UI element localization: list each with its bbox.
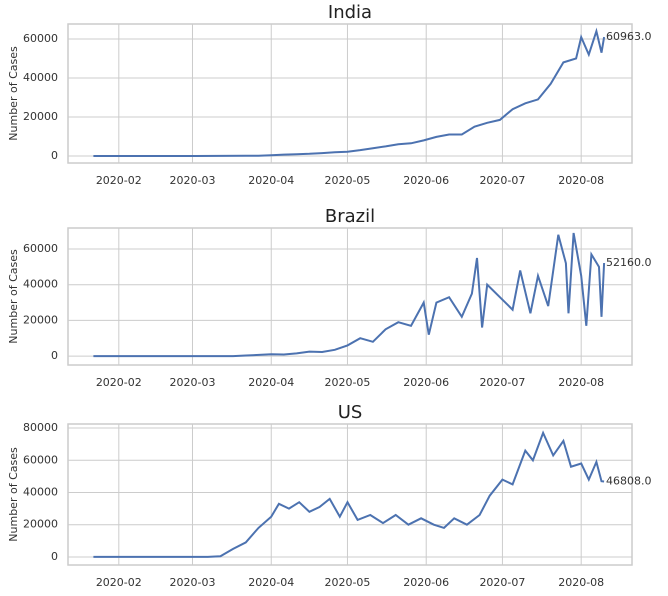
x-tick-label: 2020-07 [479,376,525,389]
y-tick-label: 40000 [23,71,58,84]
chart-title: US [338,402,363,423]
x-tick-label: 2020-06 [403,376,449,389]
y-tick-label: 60000 [23,32,58,45]
x-tick-label: 2020-02 [96,576,142,589]
y-tick-label: 80000 [23,421,58,434]
y-tick-label: 60000 [23,242,58,255]
x-tick-label: 2020-02 [96,174,142,187]
x-tick-label: 2020-03 [170,376,216,389]
data-line [93,232,606,358]
y-tick-label: 0 [51,149,58,162]
annotation: 60963.0 [606,30,652,43]
x-tick-label: 2020-08 [558,576,604,589]
x-tick-label: 2020-07 [479,174,525,187]
y-tick-label: 40000 [23,278,58,291]
x-tick-label: 2020-05 [324,376,370,389]
x-tick-label: 2020-02 [96,376,142,389]
plot-frame [67,227,633,366]
x-tick-label: 2020-04 [248,174,294,187]
x-tick-label: 2020-03 [170,174,216,187]
chart-title: Brazil [325,206,375,227]
x-tick-label: 2020-06 [403,576,449,589]
x-tick-label: 2020-07 [479,576,525,589]
y-tick-label: 0 [51,550,58,563]
data-line [93,430,605,558]
y-tick-label: 20000 [23,110,58,123]
annotation: 52160.0 [606,256,652,269]
y-axis-label: Number of Cases [7,46,20,141]
x-tick-label: 2020-04 [248,576,294,589]
y-tick-label: 0 [51,349,58,362]
x-tick-label: 2020-04 [248,376,294,389]
x-tick-label: 2020-05 [324,174,370,187]
y-axis-label: Number of Cases [7,447,20,542]
y-tick-label: 60000 [23,453,58,466]
plot-frame [67,423,633,566]
y-tick-label: 20000 [23,313,58,326]
y-tick-label: 20000 [23,518,58,531]
x-tick-label: 2020-05 [324,576,370,589]
plot-frame [67,23,633,164]
y-tick-label: 40000 [23,485,58,498]
x-tick-label: 2020-03 [170,576,216,589]
x-tick-label: 2020-08 [558,376,604,389]
data-line [93,27,606,157]
x-tick-label: 2020-06 [403,174,449,187]
y-axis-label: Number of Cases [7,249,20,344]
chart-title: India [328,2,372,23]
x-tick-label: 2020-08 [558,174,604,187]
annotation: 46808.0 [606,475,652,488]
